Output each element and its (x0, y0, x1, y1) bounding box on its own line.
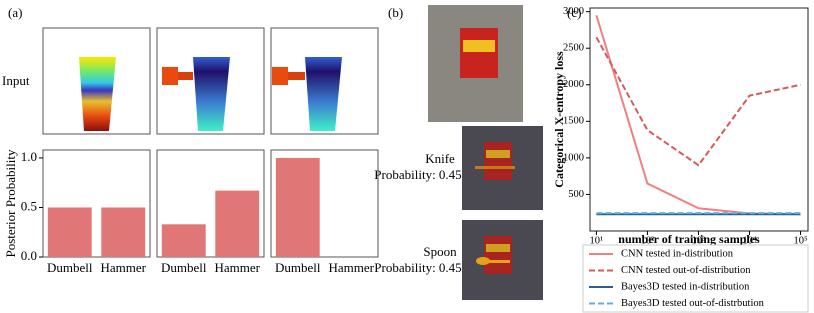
x-tick-label: Dumbell (161, 260, 207, 275)
plot-frame (270, 149, 379, 258)
photos (428, 5, 543, 300)
caption-title: Spoon (423, 244, 457, 259)
x-tick-label: Dumbell (47, 260, 93, 275)
x-tick-label: Dumbell (275, 260, 321, 275)
x-tick-label: 10³ (692, 235, 706, 246)
y-tick-label: 3000 (563, 6, 584, 17)
input-images (42, 27, 379, 135)
legend-box (582, 244, 809, 313)
x-tick-label: Hammer (329, 260, 375, 275)
y-tick-label: 2500 (563, 43, 584, 54)
plot-frame (42, 149, 151, 258)
bar (161, 224, 206, 257)
line (595, 15, 801, 216)
caption-text: Probability: 0.45 (374, 167, 461, 182)
panel-label: (c) (567, 5, 581, 20)
x-tick-label: 10⁵ (793, 235, 808, 246)
caption-title: Knife (425, 151, 455, 166)
y-tick-label: 1000 (563, 152, 584, 163)
bar (275, 157, 320, 257)
y-axis-label: Posterior Probability (3, 149, 18, 257)
bar (47, 207, 92, 257)
y-tick-label: 500 (568, 189, 584, 200)
panel-label: (b) (388, 5, 403, 20)
bar (215, 190, 260, 257)
y-tick-label: 0.5 (21, 198, 37, 213)
line (595, 36, 801, 167)
y-tick-label: 1.0 (21, 149, 37, 164)
plot-frame (156, 149, 265, 258)
x-tick-label: Hammer (215, 260, 261, 275)
x-tick-label: 10⁴ (742, 235, 757, 246)
plot-frame (589, 7, 809, 232)
bar (101, 207, 146, 257)
y-tick-label: 2000 (563, 79, 584, 90)
legend-label: CNN tested in-distribution (621, 248, 734, 259)
x-axis-label: number of training samples (618, 232, 760, 246)
x-tick-label: Hammer (101, 260, 147, 275)
legend-label: CNN tested out-of-distribution (621, 265, 751, 276)
legend-label: Bayes3D tested in-distribution (621, 281, 750, 292)
row-label: Input (2, 73, 30, 88)
panel-label: (a) (8, 5, 22, 20)
y-axis-label: Categorical X-entropy loss (552, 51, 566, 188)
y-tick-label: 0.0 (21, 248, 37, 263)
caption-text: Probability: 0.45 (374, 260, 461, 275)
x-tick-label: 10² (641, 235, 655, 246)
legend-label: Bayes3D tested out-of-distrbution (621, 298, 765, 309)
x-tick-label: 10¹ (590, 235, 604, 246)
y-tick-label: 1500 (563, 116, 584, 127)
